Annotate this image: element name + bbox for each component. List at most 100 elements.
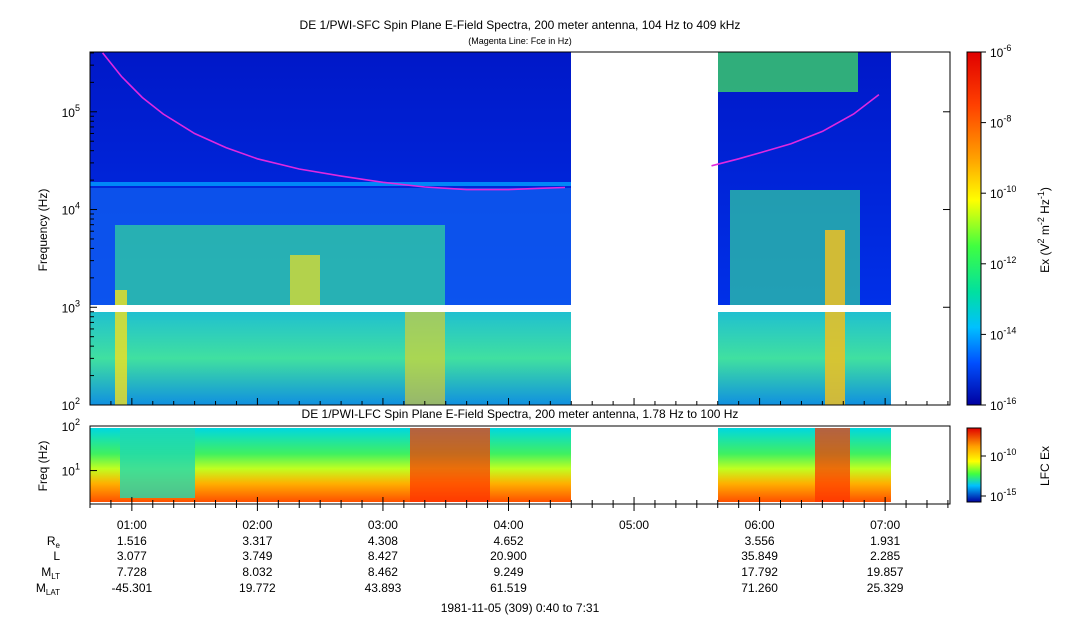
tick-base: 10 bbox=[62, 399, 76, 413]
tick-exponent: -16 bbox=[1003, 396, 1016, 406]
x-tick-label: 01:00 bbox=[117, 518, 147, 532]
sfc-gap-row bbox=[90, 305, 891, 312]
sfc-low-band-r bbox=[718, 312, 891, 405]
x-axis-caption: 1981-11-05 (309) 0:40 to 7:31 bbox=[441, 601, 600, 615]
lfc-spectrogram bbox=[89, 425, 951, 505]
ephemeris-value: 8.462 bbox=[368, 565, 398, 579]
ephemeris-label-main: M bbox=[36, 581, 46, 595]
ephemeris-value: 3.749 bbox=[242, 549, 272, 563]
ephemeris-row-label: Re bbox=[47, 534, 61, 550]
fce-line bbox=[101, 52, 880, 191]
y-tick-label: 102 bbox=[62, 396, 80, 413]
ephemeris-value: 35.849 bbox=[741, 549, 778, 563]
sfc-hot-1 bbox=[115, 290, 127, 405]
tick-base: 10 bbox=[990, 46, 1004, 60]
tick-base: 10 bbox=[990, 328, 1004, 342]
ephemeris-value: 8.427 bbox=[368, 549, 398, 563]
y-tick-label: 105 bbox=[62, 103, 80, 120]
ephemeris-value: 17.792 bbox=[741, 565, 778, 579]
tick-exponent: -10 bbox=[1003, 447, 1016, 457]
tick-base: 10 bbox=[990, 490, 1004, 504]
lfc-hot-left bbox=[410, 428, 490, 502]
tick-exponent: 3 bbox=[75, 298, 80, 308]
fce-line-segment bbox=[101, 52, 566, 191]
tick-exponent: 1 bbox=[75, 462, 80, 472]
colorbar-tick-label: 10-8 bbox=[990, 114, 1011, 131]
ephemeris-value: 71.260 bbox=[741, 581, 778, 595]
colorbar-tick-label: 10-14 bbox=[990, 325, 1016, 342]
cbar-label-part: ) bbox=[1038, 187, 1052, 191]
y-tick-label: 103 bbox=[62, 298, 80, 315]
ephemeris-label-sub: LAT bbox=[46, 588, 60, 597]
tick-base: 10 bbox=[990, 399, 1004, 413]
ephemeris-value: 3.077 bbox=[117, 549, 147, 563]
cbar-label-part: -2 bbox=[1036, 217, 1046, 225]
y-tick-label: 104 bbox=[62, 201, 80, 218]
ephemeris-label-main: R bbox=[47, 534, 56, 548]
x-axis: 01:00 02:00 03:00 04:00 05:00 06:00 07:00 bbox=[89, 398, 949, 532]
sfc-data-left bbox=[90, 52, 571, 405]
tick-base: 10 bbox=[62, 204, 76, 218]
ephemeris-value: 43.893 bbox=[365, 581, 402, 595]
sfc-hot-r bbox=[825, 230, 845, 405]
ephemeris-value: 7.728 bbox=[117, 565, 147, 579]
tick-base: 10 bbox=[62, 420, 76, 434]
cbar-label-part: Ex (V bbox=[1038, 244, 1052, 273]
lfc-y-tick-label: 101 bbox=[62, 462, 80, 479]
tick-base: 10 bbox=[990, 450, 1004, 464]
x-tick-label: 03:00 bbox=[368, 518, 398, 532]
lfc-colorbar-tick-label: 10-15 bbox=[990, 487, 1016, 504]
lfc-y-tick-label: 102 bbox=[62, 417, 80, 434]
x-tick-label: 02:00 bbox=[242, 518, 272, 532]
tick-base: 10 bbox=[990, 258, 1004, 272]
ephemeris-label-sub: e bbox=[56, 541, 61, 550]
sfc-title: DE 1/PWI-SFC Spin Plane E-Field Spectra,… bbox=[300, 18, 741, 32]
ephemeris-value: 20.900 bbox=[490, 549, 527, 563]
tick-exponent: 2 bbox=[75, 396, 80, 406]
sfc-colorbar-ramp bbox=[966, 51, 982, 406]
ephemeris-value: 61.519 bbox=[490, 581, 527, 595]
fce-line-segment bbox=[711, 93, 880, 167]
tick-exponent: -14 bbox=[1003, 325, 1016, 335]
tick-exponent: -6 bbox=[1003, 43, 1011, 53]
ephemeris-label-main: M bbox=[41, 565, 51, 579]
sfc-spectrogram bbox=[89, 51, 951, 406]
colorbar-tick-label: 10-10 bbox=[990, 184, 1016, 201]
ephemeris-value: 3.317 bbox=[242, 534, 272, 548]
ephemeris-value: 25.329 bbox=[867, 581, 904, 595]
ephemeris-table: Re 1.516 3.317 4.308 4.652 3.556 1.931 L 3.077 3.… bbox=[36, 534, 904, 597]
ephemeris-value: 19.772 bbox=[239, 581, 276, 595]
ephemeris-value: 4.308 bbox=[368, 534, 398, 548]
tick-exponent: 5 bbox=[75, 103, 80, 113]
tick-base: 10 bbox=[62, 465, 76, 479]
cbar-label-part: -1 bbox=[1036, 191, 1046, 199]
sfc-hot-2 bbox=[290, 255, 320, 305]
lfc-colorbar-title: LFC Ex bbox=[1038, 446, 1052, 486]
sfc-low-band bbox=[90, 312, 571, 405]
colorbar-tick-label: 10-12 bbox=[990, 255, 1016, 272]
ephemeris-value: 1.931 bbox=[870, 534, 900, 548]
ephemeris-label-main: L bbox=[53, 549, 60, 563]
sfc-subtitle: (Magenta Line: Fce in Hz) bbox=[468, 36, 572, 46]
lfc-cyan-left bbox=[120, 428, 195, 498]
lfc-hot-right bbox=[815, 428, 850, 502]
sfc-line-emission bbox=[90, 182, 571, 186]
x-tick-label: 04:00 bbox=[493, 518, 523, 532]
ephemeris-value: 4.652 bbox=[493, 534, 523, 548]
lfc-title: DE 1/PWI-LFC Spin Plane E-Field Spectra,… bbox=[302, 407, 739, 421]
lfc-frame bbox=[89, 425, 951, 505]
ephemeris-value: 1.516 bbox=[117, 534, 147, 548]
cbar-label-part: Hz bbox=[1038, 199, 1052, 217]
tick-base: 10 bbox=[62, 106, 76, 120]
sfc-green-top-r bbox=[718, 52, 858, 92]
lfc-colorbar-ramp bbox=[966, 427, 982, 503]
ephemeris-value: 9.249 bbox=[493, 565, 523, 579]
ephemeris-value: 19.857 bbox=[867, 565, 904, 579]
tick-exponent: 2 bbox=[75, 417, 80, 427]
